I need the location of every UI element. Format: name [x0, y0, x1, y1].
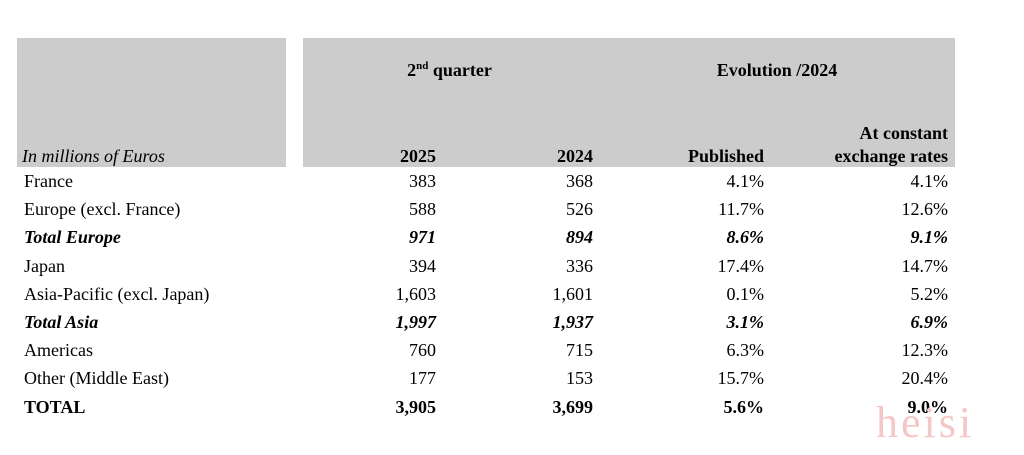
cell-published: 15.7% — [717, 368, 765, 388]
cell-constant-rates: 14.7% — [901, 256, 949, 276]
cell-constant-rates: 20.4% — [901, 368, 949, 388]
cell-constant-rates: 4.1% — [910, 171, 949, 191]
cell-2025: 588 — [409, 199, 436, 219]
header-background-left — [17, 38, 286, 167]
quarter-word: quarter — [428, 60, 492, 80]
cell-constant-rates: 12.3% — [901, 340, 949, 360]
column-header-2025: 2025 — [400, 146, 436, 166]
cell-published: 5.6% — [723, 397, 765, 417]
cell-2024: 1,601 — [552, 284, 594, 304]
column-header-2024: 2024 — [557, 146, 593, 166]
cell-2025: 383 — [409, 171, 436, 191]
row-label: Total Europe — [24, 227, 121, 247]
cell-2024: 336 — [566, 256, 593, 276]
cell-2024: 1,937 — [552, 312, 594, 332]
cell-2024: 153 — [566, 368, 593, 388]
quarter-number: 2 — [407, 60, 417, 80]
cell-2025: 760 — [409, 340, 436, 360]
cell-2024: 368 — [566, 171, 593, 191]
watermark: heisi — [876, 398, 975, 447]
cell-2025: 1,603 — [395, 284, 437, 304]
cell-constant-rates: 9.1% — [910, 227, 949, 247]
cell-published: 0.1% — [726, 284, 765, 304]
cell-constant-rates: 12.6% — [901, 199, 949, 219]
cell-published: 8.6% — [726, 227, 765, 247]
row-label: Europe (excl. France) — [24, 199, 181, 219]
row-label: Other (Middle East) — [24, 368, 169, 388]
cell-2025: 177 — [409, 368, 436, 388]
cell-constant-rates: 5.2% — [910, 284, 949, 304]
cell-2024: 3,699 — [552, 397, 594, 417]
cell-published: 11.7% — [718, 199, 764, 219]
column-header-constant-line1: At constant — [859, 123, 949, 143]
units-label: In millions of Euros — [22, 146, 165, 166]
cell-2025: 3,905 — [395, 397, 437, 417]
cell-published: 17.4% — [717, 256, 765, 276]
cell-2025: 394 — [409, 256, 436, 276]
column-header-published: Published — [687, 146, 764, 166]
quarter-group-header: 2nd quarter — [303, 60, 596, 80]
row-label: TOTAL — [24, 397, 86, 417]
row-label: Total Asia — [24, 312, 99, 332]
row-label: Americas — [24, 340, 93, 360]
row-label: Asia-Pacific (excl. Japan) — [24, 284, 210, 304]
cell-published: 4.1% — [726, 171, 765, 191]
cell-published: 3.1% — [726, 312, 765, 332]
cell-2025: 971 — [409, 227, 436, 247]
cell-published: 6.3% — [726, 340, 765, 360]
cell-2024: 894 — [566, 227, 593, 247]
column-header-constant-line2: exchange rates — [834, 146, 948, 166]
cell-constant-rates: 9.0% — [907, 397, 949, 417]
evolution-group-header: Evolution /2024 — [716, 60, 838, 80]
cell-2025: 1,997 — [395, 312, 437, 332]
quarter-ordinal-suffix: nd — [416, 60, 429, 72]
header-background-right — [303, 38, 955, 167]
row-label: France — [24, 171, 73, 191]
row-label: Japan — [24, 256, 65, 276]
cell-constant-rates: 6.9% — [910, 312, 949, 332]
cell-2024: 715 — [566, 340, 593, 360]
cell-2024: 526 — [566, 199, 593, 219]
